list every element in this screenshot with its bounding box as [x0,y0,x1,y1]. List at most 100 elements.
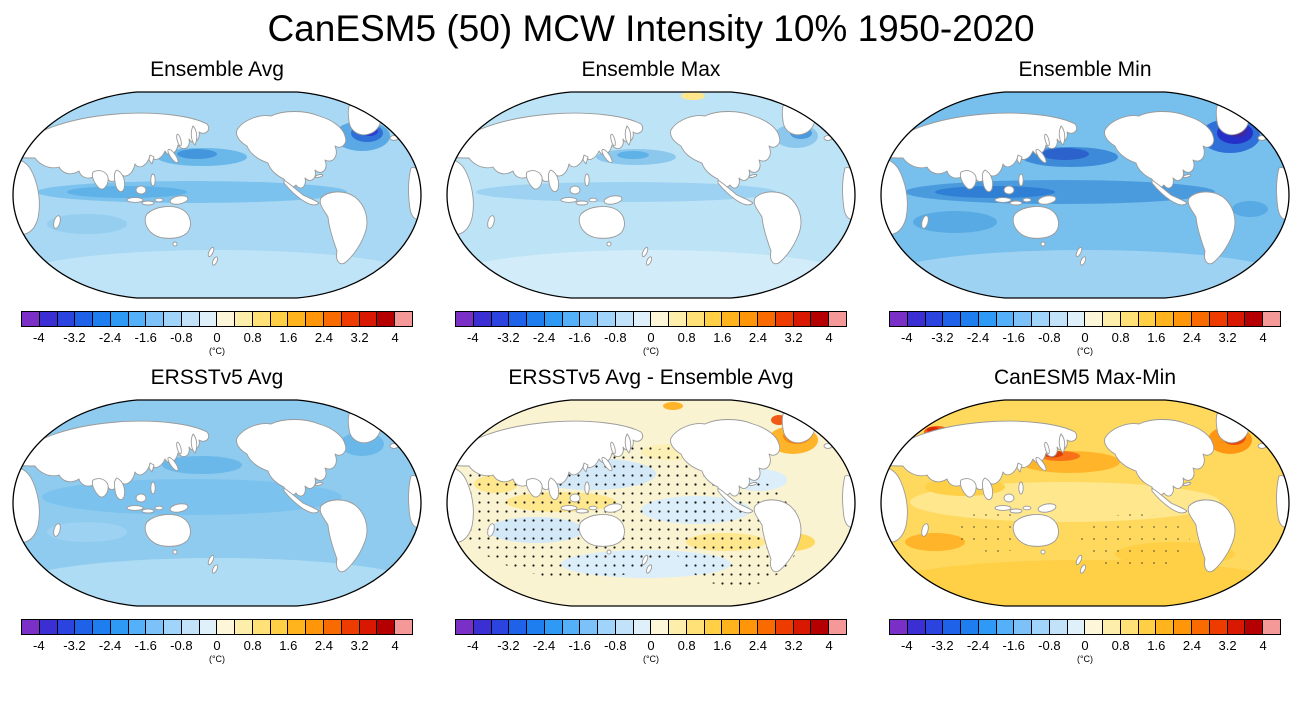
colorbar-cell [199,620,218,634]
colorbar-cell [704,620,723,634]
colorbar-cell [164,312,182,326]
panel-title: Ensemble Avg [150,58,284,81]
colorbar-tick: -2.4 [532,638,556,653]
colorbar-unit: (°C) [642,654,660,664]
colorbar-cell [562,620,581,634]
colorbar-cell [544,620,563,634]
colorbar-cell [527,620,545,634]
colorbar-cell [829,620,846,634]
colorbar-tick: 1.6 [713,330,732,345]
colorbar-cell [704,312,723,326]
colorbar-tick-labels: -4 -3.2 -2.4 -1.6 -0.8 0 0.8 1.6 2.4 3.2 4 [455,638,847,653]
colorbar: -4 -3.2 -2.4 -1.6 -0.8 0 0.8 1.6 2.4 3.2 4 (°C) [21,619,413,664]
colorbar-cell [93,620,111,634]
colorbar-tick: 3.2 [784,330,803,345]
colorbar-cell [491,312,510,326]
panel-title: CanESM5 Max-Min [993,366,1177,389]
colorbar-tick-labels: -4 -3.2 -2.4 -1.6 -0.8 0 0.8 1.6 2.4 3.2 4 [21,330,413,345]
colorbar-cell [1085,620,1104,634]
colorbar: -4 -3.2 -2.4 -1.6 -0.8 0 0.8 1.6 2.4 3.2 4 (°C) [889,311,1281,356]
colorbar: -4 -3.2 -2.4 -1.6 -0.8 0 0.8 1.6 2.4 3.2 4 (°C) [21,311,413,356]
colorbar-cell [359,620,378,634]
colorbar-tick: -3.2 [931,330,954,345]
colorbar-cell [22,620,40,634]
colorbar-tick: -3.2 [497,638,520,653]
colorbar-tick: -2.4 [98,330,122,345]
colorbar-cell [1138,312,1157,326]
colorbar-cell [758,620,776,634]
colorbar-tick: -3.2 [63,330,86,345]
colorbar-cell [961,620,979,634]
colorbar-cell [811,620,830,634]
world-map-ensemble-avg [12,91,422,299]
panel-grid: Ensemble Avg -4 -3.2 -2.4 -1.6 -0.8 0 0.8 1.6 2.… [0,54,1302,664]
colorbar-cell [110,620,129,634]
colorbar-cell [181,312,200,326]
panel-ensemble-avg: Ensemble Avg -4 -3.2 -2.4 -1.6 -0.8 0 0.8 1.6 2.… [0,54,434,356]
colorbar-cell [598,312,616,326]
panel-title: ERSSTv5 Avg - Ensemble Avg [508,366,794,389]
colorbar-cell [961,312,979,326]
colorbar-cell [1209,312,1228,326]
colorbar-cell [1067,620,1086,634]
colorbar-tick: -4 [901,330,913,345]
colorbar-unit: (°C) [208,346,226,356]
colorbar-cell [1227,620,1246,634]
colorbar-cell [1174,312,1193,326]
colorbar-cell [562,312,581,326]
colorbar-cell [829,312,846,326]
colorbar-unit: (°C) [1076,346,1094,356]
colorbar-cell [1120,312,1139,326]
colorbar-cells [889,311,1281,327]
colorbar-tick: -4 [467,330,479,345]
colorbar-tick: -1.6 [134,638,157,653]
colorbar-tick: 3.2 [784,638,803,653]
colorbar-cell [996,312,1015,326]
colorbar-tick: 4 [1259,330,1267,345]
colorbar-cell [473,312,492,326]
colorbar-tick: 0.8 [677,638,696,653]
colorbar-cells [455,619,847,635]
colorbar-cell [1103,312,1121,326]
colorbar-cell [598,620,616,634]
colorbar-cell [811,312,830,326]
panel-ensemble-min: Ensemble Min -4 -3.2 -2.4 -1.6 -0.8 0 0.8 1.6 2.… [868,54,1302,356]
colorbar-tick: 1.6 [1147,330,1166,345]
colorbar: -4 -3.2 -2.4 -1.6 -0.8 0 0.8 1.6 2.4 3.2 4 (°C) [455,619,847,664]
colorbar-cell [890,312,908,326]
colorbar-cell [288,312,307,326]
colorbar-cells [455,311,847,327]
colorbar-tick: -3.2 [931,638,954,653]
colorbar-cell [217,312,236,326]
colorbar-tick: 0.8 [243,638,262,653]
colorbar-cell [1032,312,1050,326]
colorbar-cell [22,312,40,326]
colorbar-cell [341,620,360,634]
colorbar-tick: -1.6 [134,330,157,345]
colorbar-cell [758,312,776,326]
colorbar-cell [740,620,759,634]
colorbar-cell [1156,620,1175,634]
colorbar-cell [890,620,908,634]
world-map-ensemble-max [446,91,856,299]
colorbar-cell [633,620,652,634]
colorbar-tick: -0.8 [604,330,627,345]
colorbar-tick-labels: -4 -3.2 -2.4 -1.6 -0.8 0 0.8 1.6 2.4 3.2 4 [889,638,1281,653]
colorbar-cell [1014,312,1033,326]
colorbar-cell [270,620,289,634]
colorbar-tick: -3.2 [63,638,86,653]
world-map-ensemble-min [880,91,1290,299]
colorbar-tick: 2.4 [314,638,333,653]
colorbar-cell [775,312,794,326]
panel-ensemble-max: Ensemble Max -4 -3.2 -2.4 -1.6 -0.8 0 0.8 1.6 2.… [434,54,868,356]
colorbar-cell [252,312,271,326]
colorbar-cell [456,620,474,634]
colorbar-tick-labels: -4 -3.2 -2.4 -1.6 -0.8 0 0.8 1.6 2.4 3.2 4 [21,638,413,653]
colorbar-cell [491,620,510,634]
panel-ersstv5-diff: ERSSTv5 Avg - Ensemble Avg [434,362,868,664]
colorbar-cell [1156,312,1175,326]
colorbar-cell [473,620,492,634]
colorbar-cell [1103,620,1121,634]
colorbar-tick: -1.6 [568,330,591,345]
colorbar-tick: 0.8 [243,330,262,345]
